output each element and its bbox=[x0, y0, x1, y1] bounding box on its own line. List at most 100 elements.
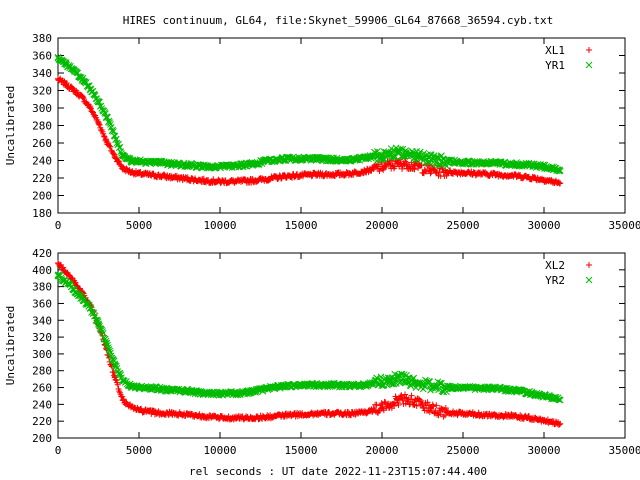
data-point bbox=[438, 405, 445, 412]
data-point bbox=[373, 375, 381, 382]
data-point bbox=[391, 399, 398, 406]
x-tick-label: 30000 bbox=[527, 444, 560, 457]
legend-marker bbox=[586, 47, 592, 53]
y-tick-label: 380 bbox=[32, 32, 52, 45]
data-point bbox=[102, 337, 110, 345]
data-point bbox=[379, 165, 386, 172]
data-point bbox=[270, 383, 278, 391]
series-XL1 bbox=[55, 75, 564, 187]
data-point bbox=[100, 132, 107, 139]
data-point bbox=[112, 376, 119, 383]
data-point bbox=[430, 403, 437, 410]
chart-title: HIRES continuum, GL64, file:Skynet_59906… bbox=[123, 14, 553, 27]
y-tick-label: 320 bbox=[32, 331, 52, 344]
data-point bbox=[60, 77, 67, 84]
data-point bbox=[381, 155, 388, 163]
x-tick-label: 35000 bbox=[608, 444, 640, 457]
y-tick-label: 380 bbox=[32, 281, 52, 294]
y-tick-label: 240 bbox=[32, 155, 52, 168]
data-point bbox=[555, 421, 562, 428]
data-point bbox=[109, 126, 117, 134]
series-XL2 bbox=[55, 259, 564, 428]
legend-marker bbox=[586, 262, 592, 268]
data-point bbox=[369, 407, 376, 414]
data-point bbox=[102, 137, 109, 144]
data-point bbox=[391, 402, 398, 409]
data-point bbox=[556, 180, 563, 187]
data-point bbox=[511, 388, 518, 395]
y-tick-label: 360 bbox=[32, 50, 52, 63]
data-point bbox=[399, 163, 406, 170]
legend-marker bbox=[585, 276, 593, 284]
data-point bbox=[556, 166, 563, 174]
data-point bbox=[416, 396, 423, 403]
x-tick-label: 30000 bbox=[527, 219, 560, 232]
series-YR2 bbox=[54, 271, 564, 404]
data-point bbox=[556, 421, 563, 428]
data-point bbox=[63, 79, 70, 86]
data-point bbox=[86, 104, 93, 111]
legend-label: YR1 bbox=[545, 59, 565, 72]
data-point bbox=[106, 119, 114, 126]
data-point bbox=[96, 121, 103, 128]
data-point bbox=[436, 160, 444, 168]
data-point bbox=[104, 341, 111, 349]
data-point bbox=[433, 402, 440, 409]
y-tick-label: 340 bbox=[32, 314, 52, 327]
data-point bbox=[123, 155, 131, 163]
y-tick-label: 340 bbox=[32, 67, 52, 80]
data-point bbox=[418, 162, 425, 169]
data-point bbox=[85, 82, 92, 90]
x-tick-label: 20000 bbox=[365, 444, 398, 457]
data-point bbox=[436, 169, 443, 176]
data-point bbox=[424, 399, 431, 406]
legend-label: YR2 bbox=[545, 274, 565, 287]
y-tick-label: 280 bbox=[32, 365, 52, 378]
data-point bbox=[399, 165, 406, 172]
data-point bbox=[409, 149, 417, 157]
data-point bbox=[419, 401, 426, 408]
x-tick-label: 25000 bbox=[446, 444, 479, 457]
top-panel: 180 200 220 240 260 280 300 320 340 360 380 0 5000 10… bbox=[4, 32, 640, 232]
data-point bbox=[87, 105, 94, 112]
data-point bbox=[442, 405, 449, 412]
y-tick-label: 420 bbox=[32, 247, 52, 260]
data-point bbox=[500, 414, 507, 421]
data-point bbox=[104, 344, 112, 351]
data-point bbox=[120, 396, 127, 403]
data-point bbox=[65, 272, 72, 279]
data-point bbox=[97, 102, 105, 110]
data-point bbox=[426, 378, 434, 385]
x-tick-label: 15000 bbox=[284, 219, 317, 232]
data-point bbox=[110, 369, 117, 376]
x-tick-label: 5000 bbox=[126, 444, 153, 457]
y-axis-label: Uncalibrated bbox=[4, 306, 17, 385]
data-point bbox=[115, 157, 122, 164]
data-point bbox=[411, 166, 418, 173]
data-point bbox=[402, 391, 409, 398]
y-tick-label: 240 bbox=[32, 398, 52, 411]
data-point bbox=[373, 401, 380, 408]
x-tick-label: 10000 bbox=[203, 219, 236, 232]
x-tick-label: 25000 bbox=[446, 219, 479, 232]
data-point bbox=[555, 179, 562, 186]
data-point bbox=[398, 392, 405, 399]
data-point bbox=[393, 395, 400, 402]
data-point bbox=[103, 339, 111, 347]
data-point bbox=[59, 265, 66, 272]
data-point bbox=[394, 372, 402, 379]
data-point bbox=[99, 328, 106, 335]
data-point bbox=[427, 170, 434, 177]
y-tick-label: 220 bbox=[32, 172, 52, 185]
y-tick-label: 200 bbox=[32, 190, 52, 203]
y-tick-label: 300 bbox=[32, 348, 52, 361]
data-point bbox=[116, 369, 124, 377]
data-point bbox=[103, 136, 110, 143]
data-point bbox=[60, 264, 67, 271]
data-point bbox=[105, 346, 113, 353]
plot-frame bbox=[57, 37, 626, 214]
y-tick-label: 220 bbox=[32, 415, 52, 428]
data-point bbox=[200, 175, 207, 182]
data-point bbox=[443, 162, 450, 170]
data-point bbox=[148, 410, 155, 417]
